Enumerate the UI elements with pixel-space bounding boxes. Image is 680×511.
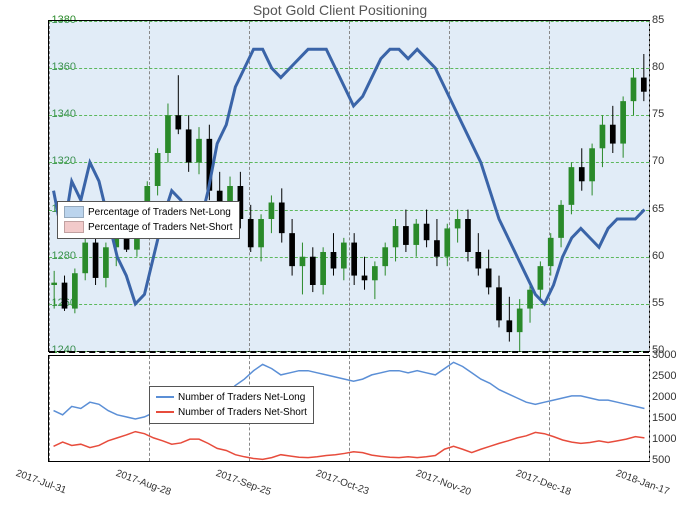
y-right-tick: 75	[652, 108, 664, 120]
lower-plot	[49, 356, 649, 461]
y-right-tick: 70	[652, 155, 664, 167]
upper-legend: Percentage of Traders Net-Long Percentag…	[57, 201, 240, 239]
y-right-tick: 55	[652, 297, 664, 309]
lower-panel: Number of Traders Net-Long Number of Tra…	[48, 355, 650, 462]
chart-container: Spot Gold Client Positioning 12401260128…	[0, 0, 680, 511]
legend-label: Number of Traders Net-Long	[178, 392, 305, 403]
x-tick-label: 2017-Oct-23	[314, 468, 370, 497]
y-right-tick-lower: 1500	[652, 412, 676, 424]
upper-plot	[49, 21, 649, 351]
y-right-tick-lower: 3000	[652, 349, 676, 361]
legend-label: Number of Traders Net-Short	[178, 407, 307, 418]
y-right-tick-lower: 500	[652, 454, 670, 466]
y-right-tick: 60	[652, 250, 664, 262]
legend-label: Percentage of Traders Net-Long	[88, 207, 231, 218]
x-tick-label: 2017-Nov-20	[414, 468, 472, 498]
x-tick-label: 2017-Aug-28	[114, 468, 172, 498]
y-right-tick-lower: 2500	[652, 370, 676, 382]
y-right-tick: 85	[652, 14, 664, 26]
upper-panel: Percentage of Traders Net-Long Percentag…	[48, 20, 650, 352]
y-right-tick-lower: 1000	[652, 433, 676, 445]
y-right-tick: 80	[652, 61, 664, 73]
x-tick-label: 2018-Jan-17	[614, 468, 671, 498]
lower-legend: Number of Traders Net-Long Number of Tra…	[149, 386, 314, 424]
chart-title: Spot Gold Client Positioning	[0, 2, 680, 18]
y-right-tick: 65	[652, 203, 664, 215]
x-tick-label: 2017-Sep-25	[214, 468, 272, 498]
legend-label: Percentage of Traders Net-Short	[88, 222, 233, 233]
x-tick-label: 2017-Jul-31	[14, 468, 67, 496]
x-tick-label: 2017-Dec-18	[514, 468, 572, 498]
y-right-tick-lower: 2000	[652, 391, 676, 403]
